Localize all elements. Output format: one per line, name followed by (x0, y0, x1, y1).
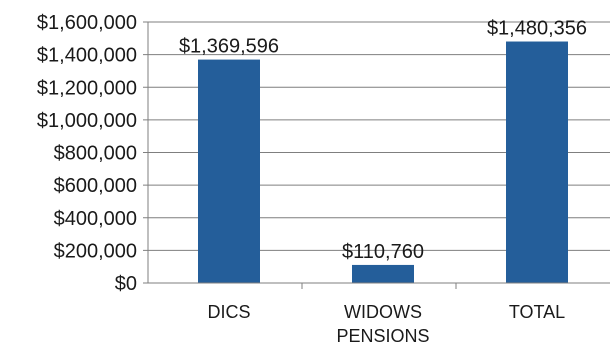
x-category-label: DICS (207, 302, 250, 322)
bars (198, 41, 568, 284)
y-tick-label: $1,000,000 (37, 110, 137, 132)
y-tick-label: $0 (115, 273, 137, 295)
bar-data-label: $110,760 (342, 241, 424, 263)
bar-data-label: $1,480,356 (487, 18, 587, 40)
y-tick-label: $1,400,000 (37, 45, 137, 67)
y-axis-tick-labels: $0 $200,000 $400,000 $600,000 $800,000 $1,000… (37, 12, 137, 295)
y-tick-label: $400,000 (54, 208, 137, 230)
x-category-label: WIDOWS (344, 302, 422, 322)
y-tick-label: $800,000 (54, 143, 137, 165)
y-tick-label: $200,000 (54, 240, 137, 262)
bar-data-label: $1,369,596 (179, 36, 279, 58)
y-tick-label: $600,000 (54, 175, 137, 197)
axes (143, 21, 610, 289)
bar-data-labels: $1,369,596 $110,760 $1,480,356 (179, 18, 587, 263)
bar (506, 41, 568, 284)
x-axis-category-labels: DICS WIDOWS PENSIONS TOTAL (207, 302, 565, 346)
x-category-label: TOTAL (509, 302, 565, 322)
bar (352, 264, 414, 283)
y-tick-label: $1,600,000 (37, 12, 137, 34)
x-category-label: PENSIONS (336, 326, 429, 346)
y-tick-label: $1,200,000 (37, 77, 137, 99)
bar (198, 59, 260, 283)
